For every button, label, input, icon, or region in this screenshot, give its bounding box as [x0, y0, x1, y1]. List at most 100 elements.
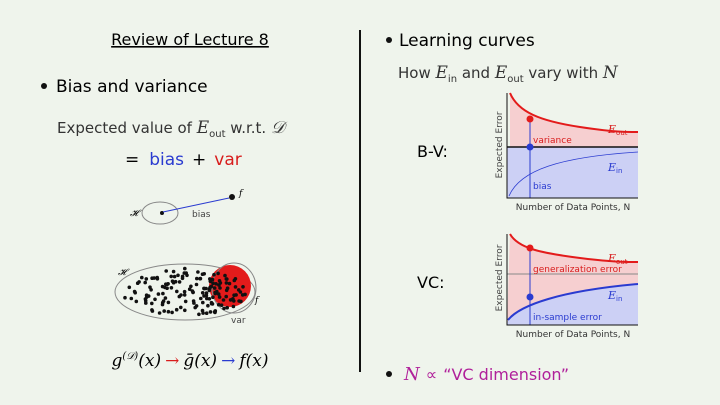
hypothesis-dot: [166, 300, 171, 305]
hypothesis-dot: [211, 295, 215, 300]
math: f(x): [237, 351, 268, 371]
hypothesis-dot: [243, 292, 247, 297]
hypothesis-dot: [143, 297, 148, 301]
hypothesis-dot: [200, 308, 205, 313]
hypothesis-set: [141, 201, 179, 225]
ein-curve: [508, 151, 639, 197]
hypothesis-dot: [195, 276, 199, 281]
ein-curve: [507, 283, 639, 321]
subscript: out: [507, 74, 523, 85]
hypothesis-dot: [223, 273, 227, 278]
hypothesis-dot: [202, 286, 206, 291]
chain: g(𝒟)(x) → ḡ(x) → f(x): [112, 351, 269, 371]
hypothesis-dot: [171, 269, 176, 274]
f-label: f: [238, 189, 244, 199]
math: 𝒟: [271, 118, 288, 138]
var-label: var: [231, 316, 246, 326]
text: Expected value of: [57, 119, 197, 137]
eout-point: [526, 244, 534, 252]
bias-label: bias: [192, 210, 211, 220]
h-label: 𝓗: [118, 268, 130, 278]
hypothesis-dot: [132, 289, 137, 294]
eout-point: [526, 115, 534, 123]
hypothesis-dot: [224, 288, 229, 293]
bias-region: [507, 147, 638, 198]
hypothesis-dot: [224, 277, 229, 281]
hypothesis-dot: [146, 294, 151, 298]
hypothesis-dot: [222, 306, 226, 311]
target-point: [229, 194, 235, 200]
hypothesis-dot: [171, 280, 176, 285]
var-word: var: [214, 150, 241, 170]
axes: [506, 234, 638, 326]
subscript: out: [209, 129, 225, 140]
hypothesis-dot: [166, 309, 171, 314]
hypothesis-dot: [232, 293, 236, 298]
eout-curve: [509, 233, 639, 264]
y-axis-label: Expected Error: [495, 244, 505, 311]
hypothesis-dot: [224, 281, 229, 285]
hypothesis-dot: [204, 293, 209, 298]
ein-point: [526, 293, 534, 301]
hypothesis-dot: [162, 309, 166, 313]
arrow: →: [221, 351, 235, 371]
hypothesis-dot: [208, 279, 213, 284]
math: (x): [138, 351, 161, 371]
hypothesis-dot: [216, 271, 220, 276]
hypothesis-dot: [224, 294, 228, 299]
bias-label: bias: [533, 182, 552, 192]
hypothesis-dot: [183, 308, 187, 313]
hypothesis-dot: [237, 299, 241, 303]
hypothesis-dot: [216, 292, 221, 296]
ein-label: Ein: [607, 161, 622, 175]
bullet-dot: [386, 371, 392, 377]
final-bullet: N ∝ “VC dimension”: [403, 364, 569, 385]
hypothesis-dot: [213, 290, 217, 295]
hypothesis-dot: [164, 282, 168, 287]
title: Review of Lecture 8: [111, 30, 269, 49]
eout-curve: [509, 92, 639, 134]
math: ḡ(x): [183, 351, 217, 371]
hypothesis-dot: [134, 299, 139, 304]
generalization-label: generalization error: [533, 265, 622, 275]
math: E: [607, 123, 616, 136]
math: E: [607, 289, 616, 302]
hypothesis-dot: [150, 301, 154, 306]
hypothesis-dot: [157, 311, 162, 315]
ein-point: [526, 143, 534, 151]
hypothesis-dot: [231, 304, 236, 309]
hypothesis-dot: [129, 296, 134, 301]
hypothesis-dot: [127, 285, 132, 290]
hypothesis-dot: [176, 273, 180, 278]
superscript: (𝒟): [122, 351, 138, 362]
hypothesis-dot: [232, 299, 236, 303]
subscript: out: [616, 129, 628, 137]
hypothesis-dot: [194, 282, 199, 287]
hypothesis-dot: [227, 281, 232, 286]
hypothesis-dot: [205, 296, 209, 301]
text: and: [457, 64, 495, 82]
variance-region: [510, 93, 638, 147]
eq: =: [125, 150, 139, 170]
subtitle: How Ein and Eout vary with N: [398, 63, 619, 85]
hypothesis-dot: [218, 281, 223, 285]
hypothesis-dot: [170, 310, 174, 315]
hypothesis-dot: [172, 274, 177, 279]
hypothesis-dot: [193, 305, 197, 310]
text: “VC dimension”: [443, 365, 569, 384]
hypothesis-dot: [150, 309, 155, 313]
bullet-dot: [386, 37, 392, 43]
hypothesis-dot: [149, 288, 153, 292]
hypothesis-dot: [196, 270, 200, 274]
text: How: [398, 64, 436, 82]
math: E: [607, 161, 616, 174]
hypothesis-dot: [208, 310, 213, 314]
in-sample-region: [507, 284, 638, 325]
bullet-dot: [41, 83, 47, 89]
math: N: [403, 364, 421, 385]
hypothesis-dot: [174, 307, 179, 312]
math: E: [607, 252, 616, 265]
hypothesis-dot: [161, 291, 165, 296]
hypothesis-dot: [209, 284, 214, 289]
